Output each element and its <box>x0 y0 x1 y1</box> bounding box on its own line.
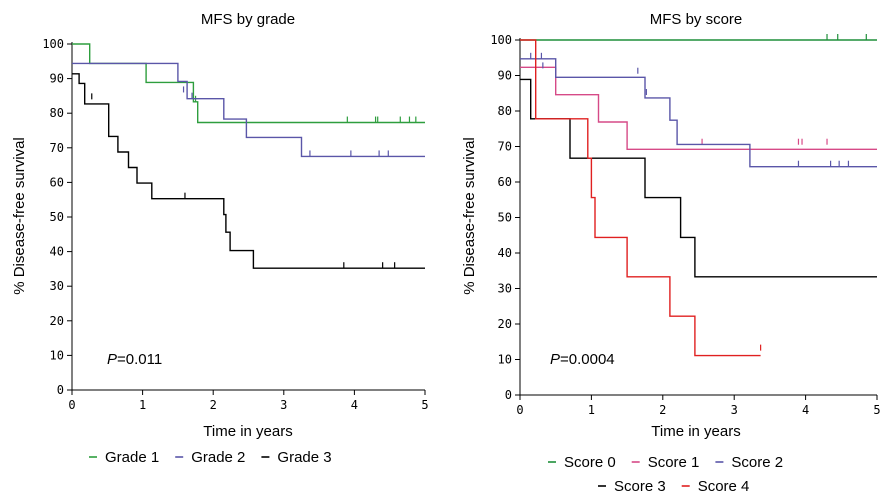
y-tick-label: 60 <box>498 175 512 189</box>
legend-label: Grade 2 <box>191 449 245 466</box>
y-tick-label: 30 <box>498 282 512 296</box>
y-tick-label: 0 <box>505 388 512 402</box>
series-line-score-1 <box>520 66 877 151</box>
chart-score: MFS by score Time in years % Disease-fre… <box>461 11 880 495</box>
x-tick-label: 4 <box>802 403 809 417</box>
y-tick-label: 70 <box>498 140 512 154</box>
x-axis-label: Time in years <box>651 423 740 440</box>
legend-label: Score 4 <box>698 478 750 495</box>
y-tick-label: 10 <box>50 348 64 362</box>
p-value-annotation: P=0.0004 <box>550 351 615 368</box>
tick-labels: 0 10 20 30 40 50 60 70 80 90 100 0 1 2 3 4 5 <box>42 37 428 412</box>
y-tick-label: 80 <box>50 106 64 120</box>
axes <box>515 38 878 400</box>
legend-label: Score 2 <box>731 454 783 471</box>
series-line-grade-2 <box>72 62 425 158</box>
legend: Score 0 Score 1 Score 2 Score 3 Score 4 <box>548 454 783 495</box>
x-tick-label: 5 <box>873 403 880 417</box>
y-tick-label: 70 <box>50 141 64 155</box>
chart-grade: MFS by grade Time in years % Disease-fre… <box>11 11 429 466</box>
x-tick-label: 2 <box>210 398 217 412</box>
y-tick-label: 90 <box>498 69 512 83</box>
series-line-score-2 <box>520 58 877 168</box>
chart-title: MFS by score <box>650 11 743 28</box>
y-tick-label: 0 <box>57 383 64 397</box>
legend-label: Score 0 <box>564 454 616 471</box>
series-line-score-3 <box>520 78 877 278</box>
x-tick-label: 4 <box>351 398 358 412</box>
y-tick-label: 20 <box>498 317 512 331</box>
y-tick-label: 100 <box>42 37 64 51</box>
y-tick-label: 80 <box>498 104 512 118</box>
legend-label: Score 3 <box>614 478 666 495</box>
p-value-annotation: P=0.011 <box>107 351 162 368</box>
x-tick-label: 0 <box>68 398 75 412</box>
x-tick-label: 1 <box>588 403 595 417</box>
series-line-grade-3 <box>72 73 425 269</box>
y-axis-label: % Disease-free survival <box>11 137 28 295</box>
tick-labels: 0 10 20 30 40 50 60 70 80 90 100 0 1 2 3 4 5 <box>490 33 880 417</box>
series-group <box>520 34 877 357</box>
x-tick-label: 2 <box>659 403 666 417</box>
axes <box>67 42 426 395</box>
x-axis-label: Time in years <box>203 423 292 440</box>
y-tick-label: 40 <box>498 246 512 260</box>
y-tick-label: 50 <box>498 211 512 225</box>
x-tick-label: 5 <box>421 398 428 412</box>
legend-label: Score 1 <box>648 454 700 471</box>
x-tick-label: 3 <box>280 398 287 412</box>
x-tick-label: 1 <box>139 398 146 412</box>
y-tick-label: 100 <box>490 33 512 47</box>
legend: Grade 1 Grade 2 Grade 3 <box>89 449 332 466</box>
legend-label: Grade 1 <box>105 449 159 466</box>
y-tick-label: 30 <box>50 279 64 293</box>
y-tick-label: 20 <box>50 314 64 328</box>
y-tick-label: 90 <box>50 72 64 86</box>
y-axis-label: % Disease-free survival <box>461 137 478 295</box>
x-tick-label: 3 <box>731 403 738 417</box>
x-tick-label: 0 <box>516 403 523 417</box>
y-tick-label: 40 <box>50 245 64 259</box>
legend-label: Grade 3 <box>277 449 331 466</box>
y-tick-label: 10 <box>498 353 512 367</box>
series-group <box>72 43 425 269</box>
series-line-grade-1 <box>72 43 425 124</box>
y-tick-label: 50 <box>50 210 64 224</box>
chart-title: MFS by grade <box>201 11 295 28</box>
series-line-score-4 <box>520 39 761 357</box>
y-tick-label: 60 <box>50 175 64 189</box>
